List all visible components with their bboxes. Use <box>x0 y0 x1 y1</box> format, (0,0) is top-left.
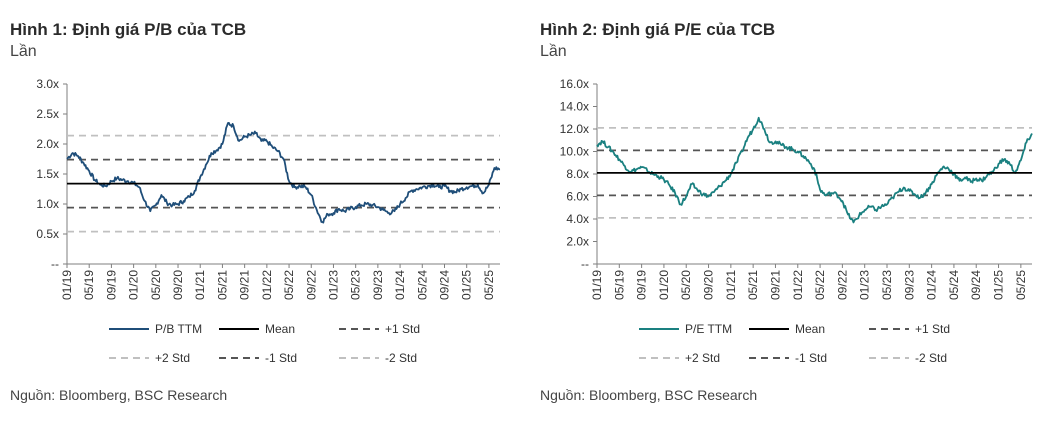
y-tick-label: 12.0x <box>560 122 589 136</box>
legend-label: P/E TTM <box>685 322 732 336</box>
x-tick-label: 09/19 <box>104 270 118 300</box>
y-tick-label: -- <box>581 257 589 271</box>
unit-label: Lần <box>540 43 567 60</box>
y-tick-label: 10.0x <box>560 145 589 159</box>
x-tick-label: 05/24 <box>415 270 429 300</box>
pe-line-chart: -- 2.0x 4.0x 6.0x 8.0x 10.0x 12.0x 14.0x 16.0x 01… <box>560 77 1033 365</box>
y-tick-label: 2.0x <box>36 137 59 151</box>
x-tick-label: 05/23 <box>880 270 894 300</box>
x-tick-label: 05/23 <box>349 270 363 300</box>
legend-label: -1 Std <box>795 351 827 365</box>
x-tick-label: 09/23 <box>371 270 385 300</box>
y-tick-label: 2.0x <box>566 235 589 249</box>
y-tick-label: 2.5x <box>36 107 59 121</box>
x-tick-label: 01/25 <box>992 270 1006 300</box>
x-tick-label: 05/21 <box>215 270 229 300</box>
legend-label: Mean <box>795 322 825 336</box>
x-tick-label: 01/24 <box>393 270 407 300</box>
x-tick-label: 01/19 <box>60 270 74 300</box>
x-tick-label: 01/25 <box>460 270 474 300</box>
legend-label: +1 Std <box>385 322 420 336</box>
x-tick-label: 09/24 <box>969 270 983 300</box>
pb-valuation-panel: Hình 1: Định giá P/B của TCB Lần -- 0.5x 1… <box>0 0 510 437</box>
x-tick-label: 01/23 <box>326 270 340 300</box>
x-tick-label: 05/20 <box>149 270 163 300</box>
y-tick-label: 1.5x <box>36 167 59 181</box>
chart-title: Hình 2: Định giá P/E của TCB <box>540 20 776 39</box>
x-tick-label: 05/22 <box>282 270 296 300</box>
unit-label: Lần <box>10 43 37 60</box>
x-tick-label: 01/21 <box>193 270 207 300</box>
x-tick-label: 05/21 <box>746 270 760 300</box>
x-tick-label: 05/25 <box>1014 270 1028 300</box>
legend-label: -2 Std <box>385 351 417 365</box>
x-tick-label: 01/23 <box>858 270 872 300</box>
legend-label: -1 Std <box>265 351 297 365</box>
chart-title: Hình 1: Định giá P/B của TCB <box>10 20 247 39</box>
source-note: Nguồn: Bloomberg, BSC Research <box>10 387 228 403</box>
legend-label: Mean <box>265 322 295 336</box>
x-tick-label: 01/21 <box>724 270 738 300</box>
legend-label: +1 Std <box>915 322 950 336</box>
legend-label: P/B TTM <box>155 322 202 336</box>
y-tick-label: -- <box>51 257 59 271</box>
x-tick-label: 09/20 <box>702 270 716 300</box>
pb-line-chart: -- 0.5x 1.0x 1.5x 2.0x 2.5x 3.0x 01/19 05/19 09/1… <box>36 77 501 365</box>
x-tick-label: 09/19 <box>635 270 649 300</box>
x-tick-label: 05/20 <box>679 270 693 300</box>
source-note: Nguồn: Bloomberg, BSC Research <box>540 387 758 403</box>
x-tick-label: 01/22 <box>260 270 274 300</box>
y-tick-label: 16.0x <box>560 77 589 91</box>
series-line-p-e-ttm <box>596 116 1033 224</box>
pe-valuation-panel: Hình 2: Định giá P/E của TCB Lần -- 2.0x 4… <box>530 0 1040 437</box>
legend-label: -2 Std <box>915 351 947 365</box>
x-tick-label: 09/24 <box>437 270 451 300</box>
x-tick-label: 01/24 <box>925 270 939 300</box>
series-line-p-b-ttm <box>66 122 501 224</box>
y-tick-label: 1.0x <box>36 197 59 211</box>
x-tick-label: 09/23 <box>902 270 916 300</box>
x-tick-label: 01/20 <box>127 270 141 300</box>
legend-label: +2 Std <box>155 351 190 365</box>
x-tick-label: 01/22 <box>791 270 805 300</box>
y-tick-label: 6.0x <box>566 190 589 204</box>
x-tick-label: 05/22 <box>813 270 827 300</box>
x-tick-label: 09/22 <box>304 270 318 300</box>
legend-label: +2 Std <box>685 351 720 365</box>
x-tick-label: 05/24 <box>947 270 961 300</box>
x-tick-label: 01/19 <box>590 270 604 300</box>
x-tick-label: 05/19 <box>82 270 96 300</box>
x-tick-label: 05/19 <box>612 270 626 300</box>
y-tick-label: 14.0x <box>560 100 589 114</box>
y-tick-label: 3.0x <box>36 77 59 91</box>
x-tick-label: 09/21 <box>238 270 252 300</box>
y-tick-label: 0.5x <box>36 227 59 241</box>
y-tick-label: 4.0x <box>566 212 589 226</box>
x-tick-label: 09/20 <box>171 270 185 300</box>
x-tick-label: 01/20 <box>657 270 671 300</box>
y-tick-label: 8.0x <box>566 167 589 181</box>
x-tick-label: 09/21 <box>768 270 782 300</box>
x-tick-label: 09/22 <box>835 270 849 300</box>
x-tick-label: 05/25 <box>482 270 496 300</box>
